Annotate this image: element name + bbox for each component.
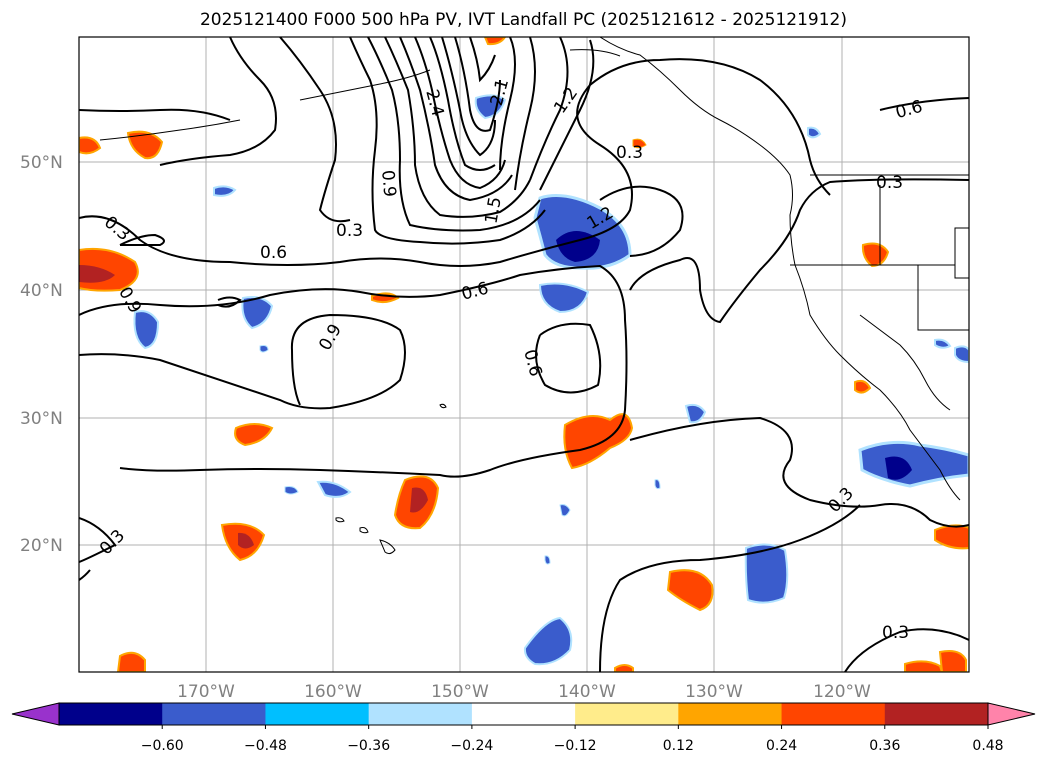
map-area — [79, 37, 969, 672]
colorbar-tick-label: 0.48 — [972, 738, 1003, 754]
lat-label-20n: 20°N — [20, 536, 63, 556]
colorbar-segments — [59, 703, 989, 725]
contour-label: 0.3 — [876, 173, 903, 193]
colorbar-tick-label: 0.12 — [663, 738, 694, 754]
positive-anomaly-shading — [79, 37, 969, 672]
colorbar-segment — [162, 703, 266, 725]
colorbar-segment — [678, 703, 783, 725]
colorbar-extend-left — [11, 702, 60, 726]
colorbar-outline — [58, 702, 989, 726]
colorbar-segment — [884, 703, 989, 725]
coastlines — [99, 37, 969, 555]
colorbar-tick-label: −0.36 — [347, 738, 390, 754]
colorbar-extend-right — [987, 702, 1036, 726]
colorbar-segment — [781, 703, 886, 725]
colorbar-tick-label: 0.24 — [766, 738, 797, 754]
latitude-labels: 50°N 40°N 30°N 20°N — [20, 153, 63, 556]
lon-label-130w: 130°W — [685, 682, 743, 702]
colorbar-segment — [575, 703, 679, 725]
colorbar-tick-label: −0.24 — [450, 738, 493, 754]
contour-label: 1.5 — [481, 195, 505, 225]
lon-label-160w: 160°W — [304, 682, 362, 702]
colorbar-ticks: −0.60 −0.48 −0.36 −0.24 −0.12 0.12 0.24 0.36 0.4… — [141, 725, 1004, 754]
lon-label-120w: 120°W — [813, 682, 871, 702]
contour-label: 0.9 — [377, 169, 399, 198]
contour-label: 0.3 — [616, 143, 643, 163]
colorbar-tick-label: −0.48 — [244, 738, 287, 754]
colorbar: −0.60 −0.48 −0.36 −0.24 −0.12 0.12 0.24 0.36 0.4… — [11, 702, 1036, 754]
colorbar-tick-label: −0.60 — [141, 738, 184, 754]
colorbar-segment — [368, 703, 473, 725]
negative-anomaly-shading — [133, 94, 969, 666]
lon-label-170w: 170°W — [177, 682, 235, 702]
map-frame — [78, 36, 970, 673]
colorbar-segment — [59, 703, 163, 725]
lat-label-50n: 50°N — [20, 153, 63, 173]
lat-label-40n: 40°N — [20, 281, 63, 301]
lon-label-140w: 140°W — [558, 682, 616, 702]
gridlines — [79, 37, 969, 672]
figure-title: 2025121400 F000 500 hPa PV, IVT Landfall… — [199, 10, 847, 30]
pv-contours — [79, 37, 969, 672]
longitude-labels: 170°W 160°W 150°W 140°W 130°W 120°W — [177, 682, 871, 702]
colorbar-segment — [265, 703, 370, 725]
colorbar-segment — [471, 703, 576, 725]
contour-label: 0.6 — [260, 243, 287, 263]
contour-label: 0.3 — [882, 623, 909, 643]
contour-label: 0.3 — [336, 221, 363, 241]
colorbar-tick-label: −0.12 — [554, 738, 597, 754]
colorbar-tick-label: 0.36 — [869, 738, 900, 754]
lon-label-150w: 150°W — [431, 682, 489, 702]
lat-label-30n: 30°N — [20, 409, 63, 429]
